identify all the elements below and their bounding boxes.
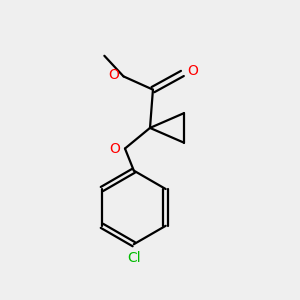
Text: Cl: Cl bbox=[127, 251, 141, 265]
Text: O: O bbox=[110, 142, 121, 156]
Text: O: O bbox=[108, 68, 119, 82]
Text: O: O bbox=[187, 64, 198, 78]
